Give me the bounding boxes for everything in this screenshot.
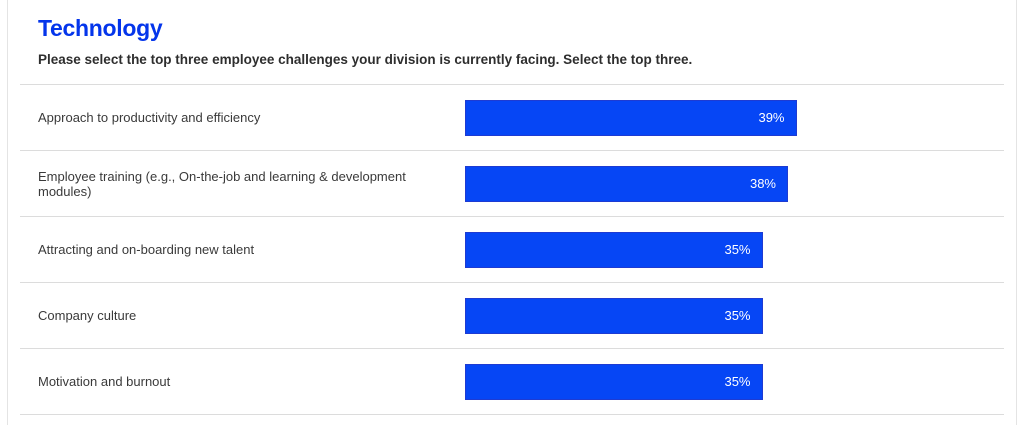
- bar-chart: Approach to productivity and efficiency …: [20, 84, 1004, 415]
- category-label: Employee training (e.g., On-the-job and …: [38, 168, 406, 199]
- bar: 35%: [465, 363, 763, 400]
- value-label: 39%: [758, 110, 785, 125]
- chart-row: Company culture 35%: [20, 282, 1004, 348]
- bar-track: 39%: [465, 99, 1004, 136]
- value-label: 38%: [749, 176, 776, 191]
- value-label: 35%: [724, 308, 751, 323]
- category-label: Attracting and on-boarding new talent: [38, 242, 255, 257]
- bar-track: 38%: [465, 165, 1004, 202]
- survey-question: Please select the top three employee cha…: [38, 52, 693, 67]
- bar-track: 35%: [465, 231, 1004, 268]
- chart-row: Attracting and on-boarding new talent 35…: [20, 216, 1004, 282]
- page-title: Technology: [38, 15, 163, 41]
- chart-row: Employee training (e.g., On-the-job and …: [20, 150, 1004, 216]
- category-label: Company culture: [38, 308, 137, 323]
- category-label: Motivation and burnout: [38, 374, 171, 389]
- chart-header: Technology Please select the top three e…: [0, 0, 1024, 67]
- bar-track: 35%: [465, 363, 1004, 400]
- value-label: 35%: [724, 242, 751, 257]
- bar-track: 35%: [465, 297, 1004, 334]
- bar: 35%: [465, 231, 763, 268]
- value-label: 35%: [724, 374, 751, 389]
- card-right-edge: [1016, 0, 1017, 425]
- category-label: Approach to productivity and efficiency: [38, 110, 261, 125]
- bar: 35%: [465, 297, 763, 334]
- chart-row: Motivation and burnout 35%: [20, 348, 1004, 415]
- chart-row: Approach to productivity and efficiency …: [20, 84, 1004, 150]
- bar: 38%: [465, 165, 788, 202]
- card-left-edge: [7, 0, 8, 425]
- bar: 39%: [465, 99, 797, 136]
